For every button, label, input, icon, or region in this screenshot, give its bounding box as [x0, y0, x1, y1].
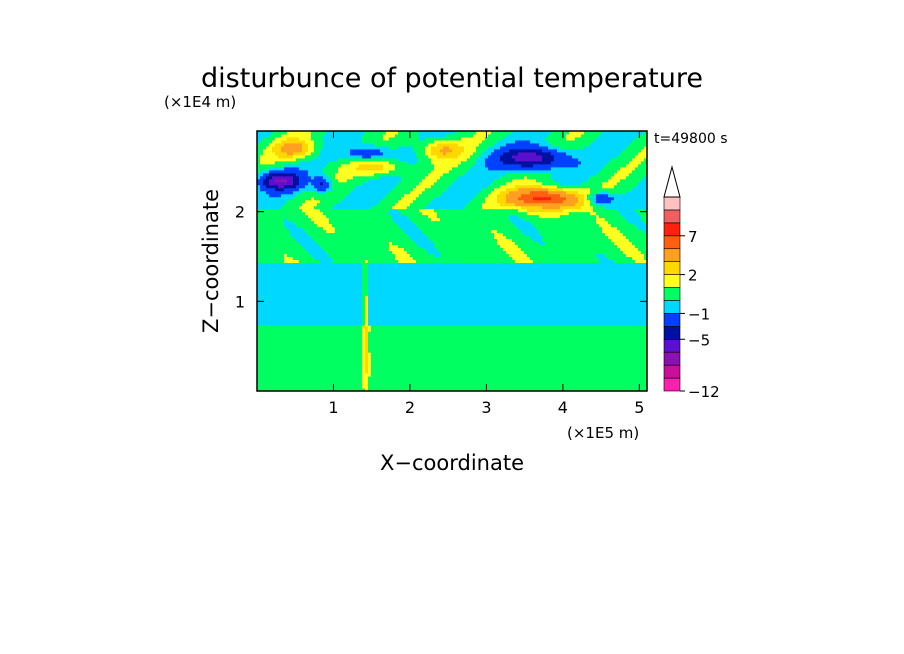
y-unit-label: (×1E4 m) [164, 93, 236, 111]
colorbar-swatch [663, 313, 681, 327]
colorbar-swatch [663, 274, 681, 288]
colorbar: 7 2 −1 −5 −12 [663, 165, 720, 401]
colorbar-swatch [663, 326, 681, 340]
y-axis-label: Z−coordinate [199, 189, 223, 333]
colorbar-swatch [663, 364, 681, 379]
colorbar-extend-arrow [663, 165, 681, 198]
colorbar-swatch [663, 261, 681, 275]
x-tick-label: 2 [405, 398, 415, 417]
colorbar-swatch [663, 287, 681, 301]
x-unit-label: (×1E5 m) [567, 424, 639, 442]
chart-title: disturbunce of potential temperature [201, 63, 703, 94]
x-tick-label: 3 [481, 398, 491, 417]
colorbar-swatch [663, 377, 681, 392]
x-axis-label: X−coordinate [380, 451, 524, 475]
colorbar-swatch [663, 351, 681, 366]
plot-area [257, 131, 647, 391]
colorbar-swatch [663, 235, 681, 250]
colorbar-tick-label: 7 [688, 228, 698, 246]
colorbar-tick-label: −5 [688, 331, 710, 349]
colorbar-swatch [663, 222, 681, 237]
colorbar-tick-label: −12 [688, 383, 720, 401]
x-tick-label: 1 [328, 398, 338, 417]
x-tick-label: 5 [634, 398, 644, 417]
colorbar-tick-label: −1 [688, 305, 710, 323]
colorbar-swatch [663, 196, 681, 211]
colorbar-swatch [663, 209, 681, 224]
y-tick-label: 2 [235, 203, 245, 222]
y-tick-label: 1 [235, 292, 245, 311]
colorbar-swatch [663, 248, 681, 262]
x-tick-label: 4 [558, 398, 568, 417]
time-label: t=49800 s [654, 131, 728, 147]
colorbar-swatch [663, 300, 681, 314]
x-axis-ticks: 1 2 3 4 5 [328, 131, 644, 417]
colorbar-tick-label: 2 [688, 267, 698, 285]
y-axis-ticks: 12 [235, 203, 647, 311]
plot-frame [256, 130, 648, 392]
colorbar-swatch [663, 338, 681, 353]
